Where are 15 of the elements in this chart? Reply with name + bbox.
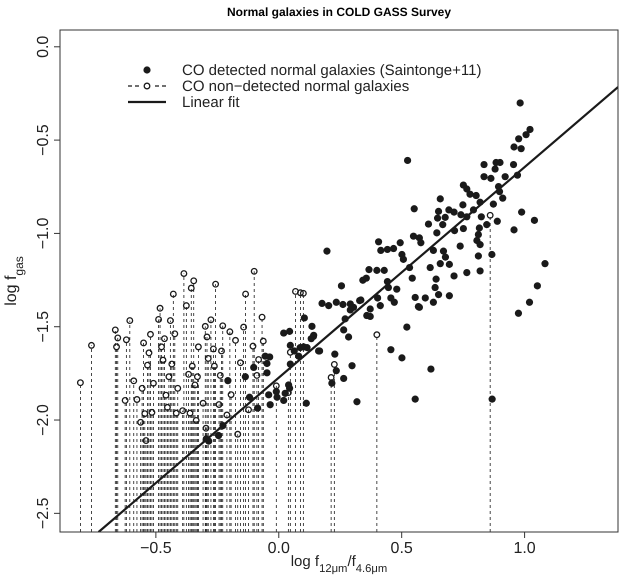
y-tick-label: −0.5 [35, 124, 52, 156]
chart-title: Normal galaxies in COLD GASS Survey [226, 5, 452, 19]
x-tick-label: −0.5 [140, 540, 172, 557]
y-tick-label: −1.0 [35, 218, 52, 250]
y-tick-label: 0.0 [35, 36, 52, 58]
x-tick-label: 0.5 [390, 540, 413, 557]
legend-label: CO non−detected normal galaxies [182, 78, 410, 95]
legend-label: Linear fit [182, 94, 240, 111]
x-axis-title: log f$_{12μm}$/f$_{4.6μm}$ [290, 553, 388, 575]
x-tick-label: 1.0 [513, 540, 536, 557]
y-tick-label: −2.5 [35, 497, 52, 530]
legend-label: CO detected normal galaxies (Saintonge+11) [182, 62, 482, 79]
x-tick-label: 0.0 [268, 540, 290, 557]
y-tick-label: −1.5 [35, 310, 52, 343]
y-tick-label: −2.0 [35, 404, 52, 436]
